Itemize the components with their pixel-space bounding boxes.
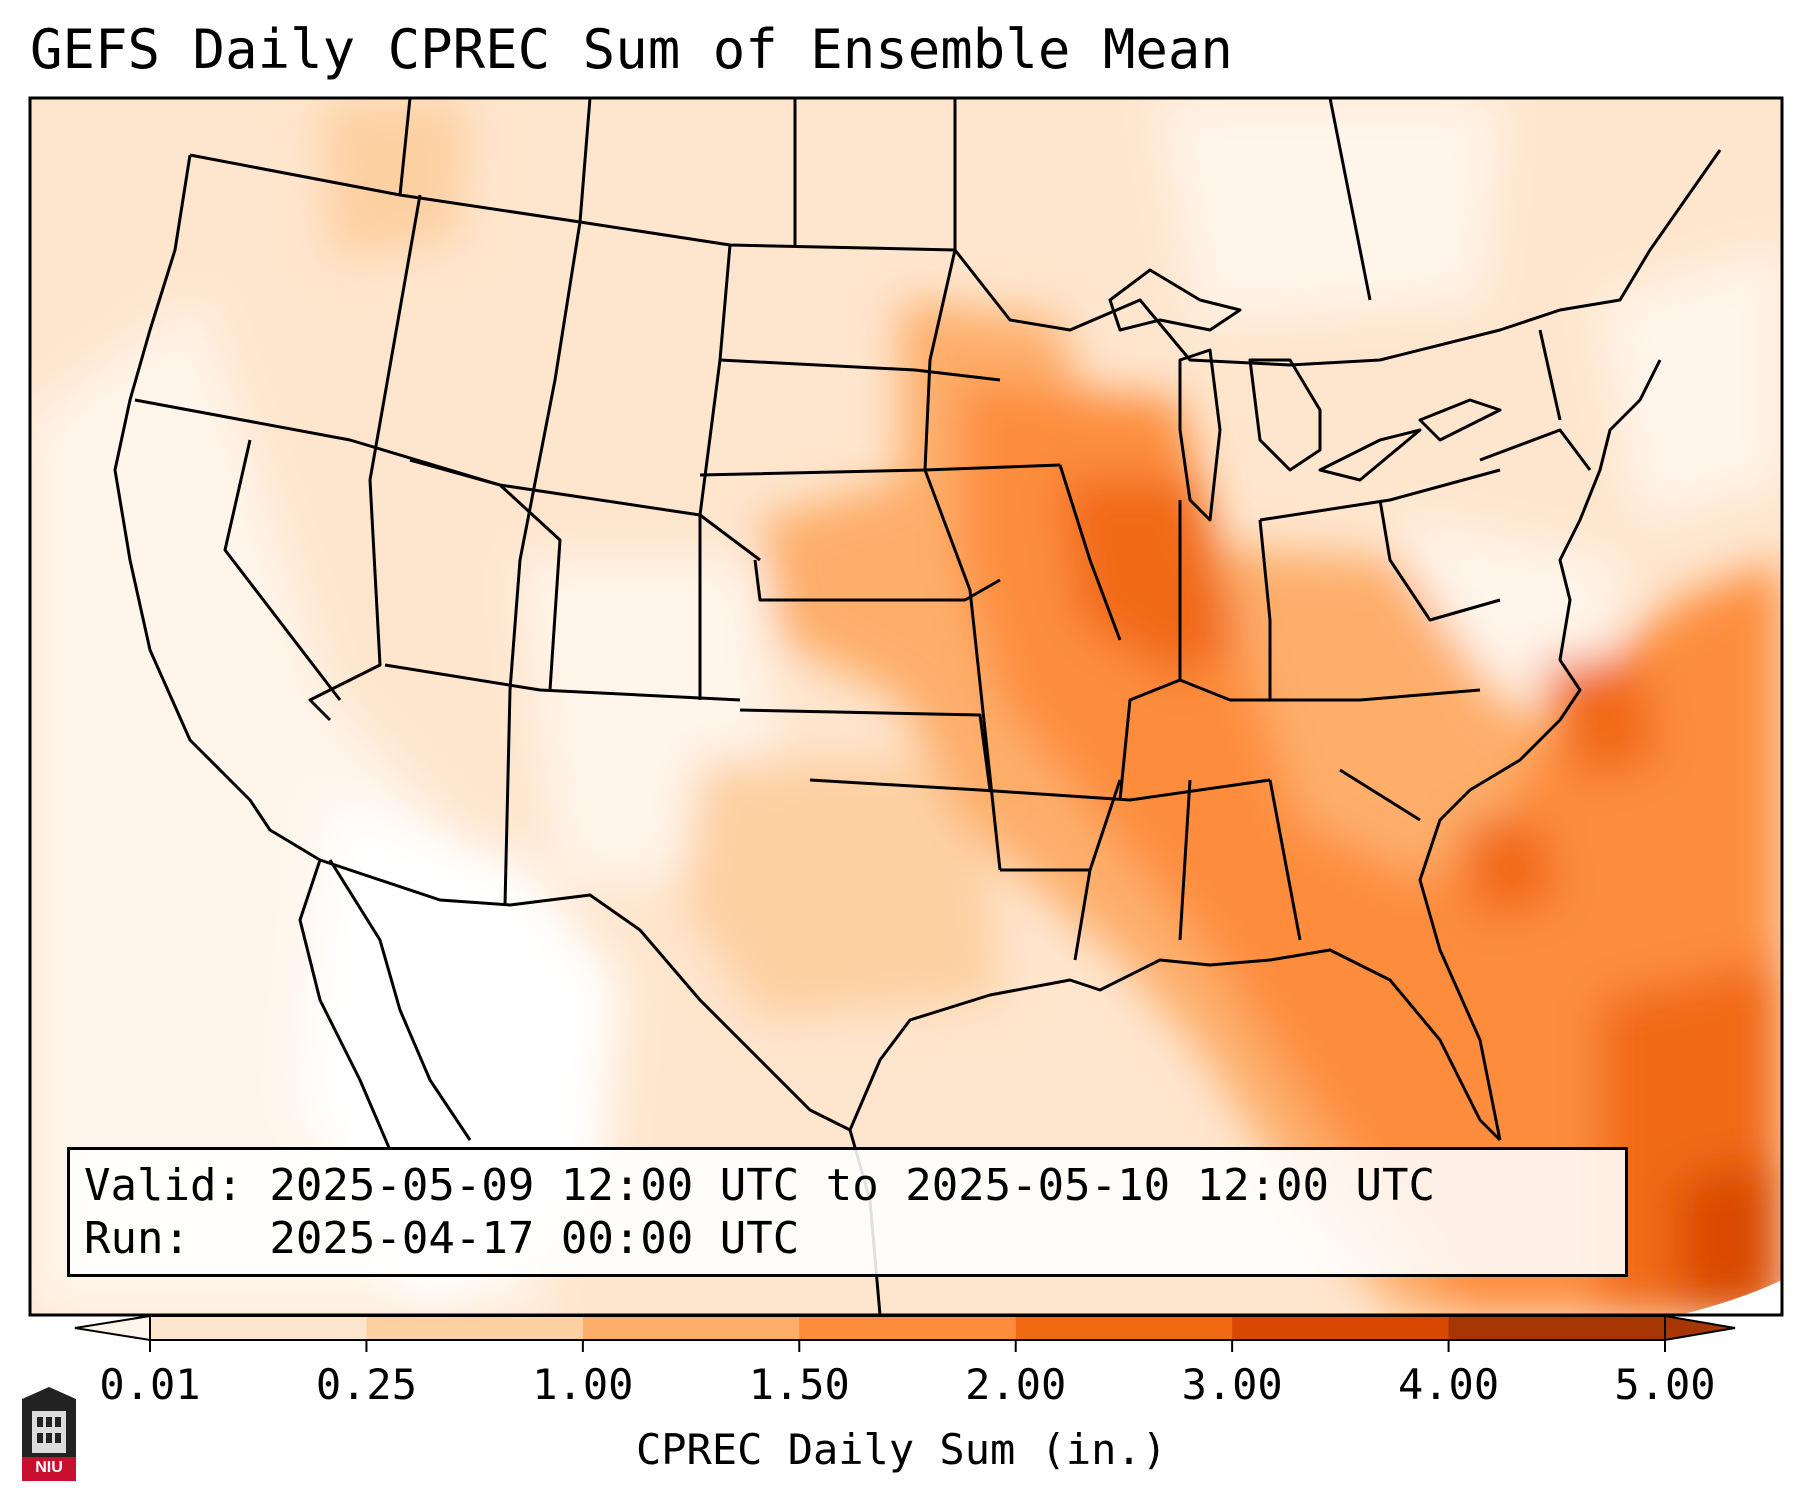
colorbar-tick-label: 1.00 <box>532 1360 634 1409</box>
run-time-text: Run: 2025-04-17 00:00 UTC <box>84 1213 800 1264</box>
colorbar-segment <box>1232 1316 1450 1340</box>
colorbar-segment <box>150 1316 367 1340</box>
niu-logo-icon: NIU <box>20 1385 78 1481</box>
colorbar-tick-label: 2.00 <box>965 1360 1067 1409</box>
colorbar-title: CPREC Daily Sum (in.) <box>635 1425 1167 1474</box>
colorbar-tick-label: 1.50 <box>748 1360 850 1409</box>
colorbar-tick-label: 4.00 <box>1397 1360 1500 1409</box>
colorbar-tick-label: 3.00 <box>1181 1360 1283 1409</box>
colorbar <box>74 1314 1736 1352</box>
colorbar-segment <box>799 1316 1017 1340</box>
precip-field <box>30 98 1782 1315</box>
valid-time-text: Valid: 2025-05-09 12:00 UTC to 2025-05-1… <box>84 1160 1436 1211</box>
colorbar-extend-high <box>1664 1314 1736 1342</box>
state-boundaries <box>113 98 1722 1315</box>
logo-text: NIU <box>35 1459 63 1476</box>
colorbar-extend-low <box>74 1314 151 1342</box>
map-title: GEFS Daily CPREC Sum of Ensemble Mean <box>30 18 1233 81</box>
colorbar-segment <box>366 1316 584 1340</box>
colorbar-outline <box>149 1315 1666 1341</box>
colorbar-tick-label: 0.25 <box>315 1360 417 1409</box>
colorbar-tick-label: 0.01 <box>99 1360 201 1409</box>
colorbar-tick-label: 5.00 <box>1614 1360 1716 1409</box>
colorbar-segment <box>1015 1316 1233 1340</box>
colorbar-segment <box>582 1316 800 1340</box>
colorbar-segment <box>1448 1316 1666 1340</box>
valid-run-legend: Valid: 2025-05-09 12:00 UTC to 2025-05-1… <box>67 1147 1628 1277</box>
